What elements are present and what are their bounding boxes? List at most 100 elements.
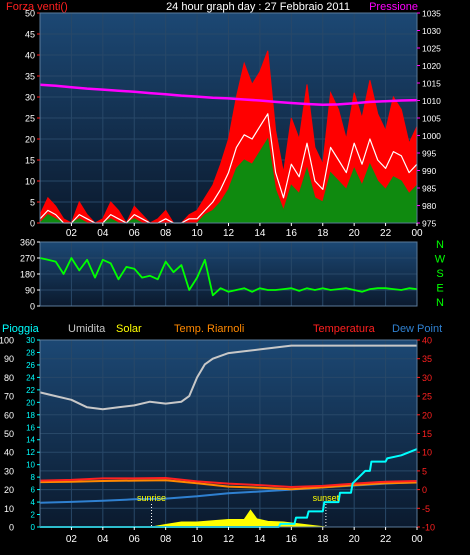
temperature-y-tick-label: 20 [422, 410, 432, 420]
humidity-y-tick-label: 40 [4, 448, 14, 458]
wind-direction-line [39, 257, 418, 297]
humidity-y-tick-label: 60 [4, 410, 14, 420]
humidity-y-tick-label: 10 [4, 504, 14, 514]
temperature-y-tick-label: -10 [422, 523, 435, 533]
x-tick-label: 14 [254, 534, 266, 545]
x-tick-label: 18 [317, 228, 329, 239]
humidity-y-tick-label: 80 [4, 373, 14, 383]
legend-umidita: Umidita [68, 323, 106, 335]
x-tick-label: 12 [223, 228, 235, 239]
pressure-y-tick-label: 975 [422, 219, 436, 229]
legend-dew-point: Dew Point [392, 323, 442, 335]
humidity-y-tick-label: 70 [4, 392, 14, 402]
wind-y-tick-label: 20 [25, 135, 35, 145]
x-tick-label: 04 [97, 534, 109, 545]
solar-area [40, 509, 417, 528]
humidity-y-tick-label: 90 [4, 354, 14, 364]
compass-label: W [435, 254, 446, 266]
chart-marks: sunrise sunset [38, 50, 418, 528]
wind-y-tick-label: 45 [25, 30, 35, 40]
x-tick-label: 08 [160, 534, 172, 545]
annotation-label: sunrise [137, 493, 166, 503]
wind-lull-area [38, 137, 418, 224]
x-tick-label: 16 [286, 228, 298, 239]
temperature-y-tick-label: 10 [422, 448, 432, 458]
temperature-y-tick-label: -5 [422, 504, 430, 514]
x-tick-label: 10 [192, 228, 204, 239]
wind-y-tick-label: 30 [25, 93, 35, 103]
compass-label: S [436, 268, 443, 280]
wind-y-tick-label: 15 [25, 156, 35, 166]
wind-gust-area [39, 50, 418, 225]
rain-y-tick-label: 8 [31, 473, 36, 482]
rain-y-tick-label: 30 [26, 336, 35, 345]
x-tick-label: 14 [254, 228, 266, 239]
axes: 0510152025303540455097598098599099510001… [0, 9, 446, 546]
pressure-y-tick-label: 1030 [422, 26, 441, 36]
wind-y-tick-label: 5 [30, 198, 35, 208]
wind-axis-label: Forza venti() [6, 1, 68, 13]
legend-pioggia: Pioggia [2, 323, 40, 335]
x-tick-label: 22 [380, 228, 392, 239]
rain-y-tick-label: 0 [31, 523, 36, 532]
wind-y-tick-label: 25 [25, 114, 35, 124]
direction-y-tick-label: 90 [25, 286, 35, 296]
rain-y-tick-label: 16 [26, 423, 35, 432]
x-tick-label: 08 [160, 228, 172, 239]
pressure-y-tick-label: 1025 [422, 44, 441, 54]
x-tick-label: 10 [192, 534, 204, 545]
pressure-y-tick-label: 980 [422, 201, 436, 211]
pressure-y-tick-label: 1010 [422, 96, 441, 106]
pressure-y-tick-label: 1005 [422, 114, 441, 124]
rain-y-tick-label: 6 [31, 486, 36, 495]
x-tick-label: 00 [411, 228, 423, 239]
temperature-y-tick-label: 30 [422, 373, 432, 383]
legend-solar: Solar [116, 323, 142, 335]
x-tick-label: 02 [66, 534, 78, 545]
x-tick-label: 16 [286, 534, 298, 545]
rain-line [40, 448, 418, 528]
pressure-y-tick-label: 995 [422, 149, 436, 159]
pressure-axis-label: Pressione [369, 1, 418, 13]
humidity-y-tick-label: 100 [0, 336, 14, 346]
humidity-y-tick-label: 20 [4, 485, 14, 495]
compass-label: N [436, 297, 444, 309]
x-tick-label: 18 [317, 534, 329, 545]
temperature-y-tick-label: 0 [422, 485, 427, 495]
temperature-line [39, 477, 418, 488]
pressure-y-tick-label: 1020 [422, 61, 441, 71]
humidity-line [39, 344, 417, 411]
pressure-y-tick-label: 985 [422, 184, 436, 194]
x-tick-label: 20 [349, 534, 361, 545]
x-tick-label: 06 [129, 228, 141, 239]
wind-y-tick-label: 50 [25, 9, 35, 19]
rain-y-tick-label: 4 [31, 498, 36, 507]
x-tick-label: 00 [411, 534, 423, 545]
humidity-y-tick-label: 30 [4, 466, 14, 476]
wind-y-tick-label: 35 [25, 72, 35, 82]
x-tick-label: 12 [223, 534, 235, 545]
humidity-y-tick-label: 50 [4, 429, 14, 439]
rain-y-tick-label: 20 [26, 398, 35, 407]
rain-y-tick-label: 22 [26, 386, 35, 395]
rain-y-tick-label: 2 [31, 511, 36, 520]
direction-y-tick-label: 360 [20, 238, 35, 248]
temp-riarnoli-line [39, 479, 418, 491]
x-tick-label: 20 [349, 228, 361, 239]
direction-y-tick-label: 270 [20, 254, 35, 264]
temperature-y-tick-label: 5 [422, 466, 427, 476]
x-tick-label: 04 [97, 228, 109, 239]
temperature-y-tick-label: 40 [422, 336, 432, 346]
compass-label: E [436, 283, 443, 295]
direction-y-tick-label: 180 [20, 270, 35, 280]
rain-y-tick-label: 10 [26, 461, 35, 470]
pressure-y-tick-label: 1035 [422, 9, 441, 19]
legend-temp-riarnoli: Temp. Riarnoli [174, 323, 244, 335]
temperature-y-tick-label: 25 [422, 392, 432, 402]
direction-y-tick-label: 0 [30, 302, 35, 312]
pressure-y-tick-label: 1015 [422, 79, 441, 89]
pressure-line [39, 83, 418, 106]
humidity-y-tick-label: 0 [9, 523, 14, 533]
rain-y-tick-label: 12 [26, 448, 35, 457]
